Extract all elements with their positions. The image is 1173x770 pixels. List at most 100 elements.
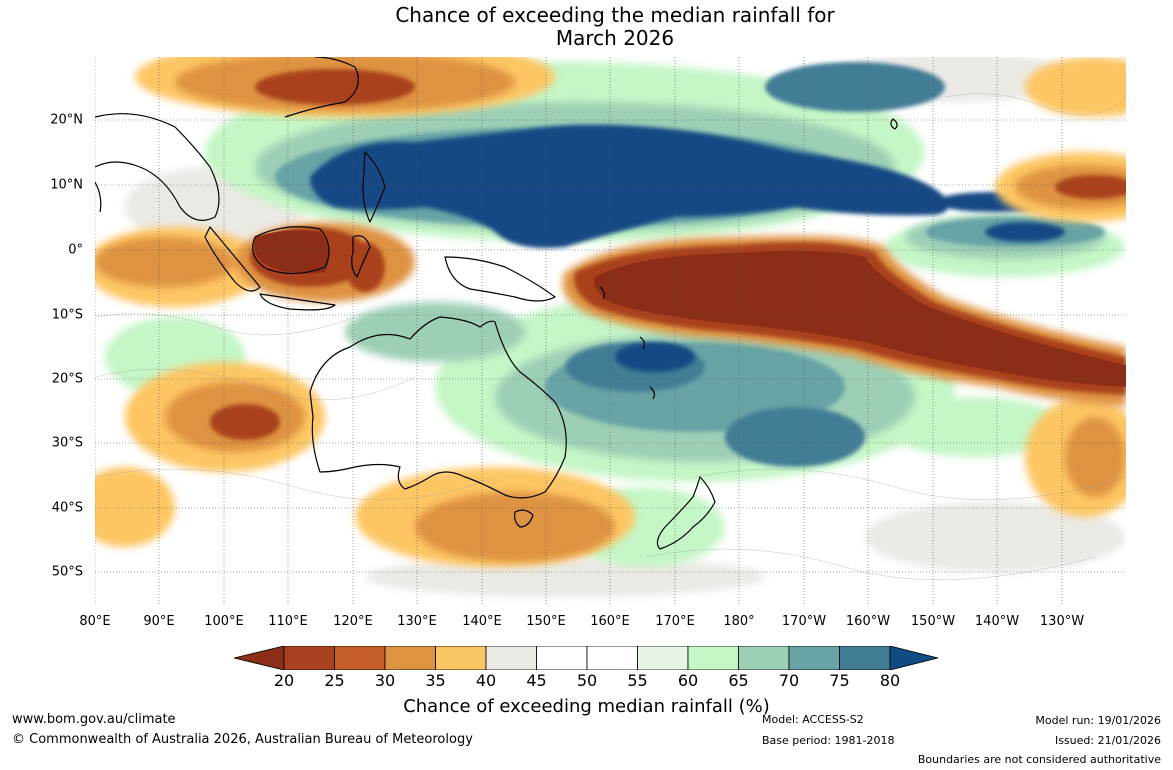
lat-label-10s: 10°S <box>51 307 83 323</box>
lat-label-0: 0° <box>68 242 83 258</box>
wet-halo-south-pacific <box>885 397 1065 457</box>
colorbar-tick-25: 25 <box>324 671 345 690</box>
dry-high-indian <box>210 404 280 440</box>
sumatra-coastline <box>204 226 261 292</box>
colorbar-segment-30-35 <box>384 645 436 671</box>
new-guinea-coastline <box>444 256 556 302</box>
colorbar-segment-55-60 <box>637 645 689 671</box>
hawaii-coastline <box>890 118 898 130</box>
contour-lines <box>95 93 1126 581</box>
lon-label-170w: 170°W <box>781 614 827 629</box>
lon-label-100e: 100°E <box>204 614 244 629</box>
rainfall-map-svg <box>95 57 1126 605</box>
lon-label-80e: 80°E <box>79 614 111 629</box>
wet-veryhigh-south-pacific <box>725 407 865 467</box>
dry-extreme-borneo <box>254 230 329 274</box>
lon-label-130e: 130°E <box>397 614 437 629</box>
asia-mainland-coastline <box>95 113 220 221</box>
colorbar-svg <box>233 645 939 671</box>
coastlines <box>95 57 898 550</box>
australia-coastline <box>309 316 567 499</box>
lat-label-40s: 40°S <box>51 500 83 516</box>
wet-extreme-warm-pool <box>310 124 949 248</box>
dry-extreme-zones <box>254 230 1126 387</box>
colorbar-tick-40: 40 <box>475 671 497 690</box>
lat-label-10n: 10°N <box>50 177 83 193</box>
graticule <box>95 57 1126 605</box>
lon-label-150w: 150°W <box>910 614 956 629</box>
lat-label-20n: 20°N <box>50 112 83 128</box>
java-coastline <box>259 293 336 311</box>
colorbar-tick-65: 65 <box>728 671 749 690</box>
dry-mid-southeast <box>1065 417 1125 497</box>
footer-base-period: Base period: 1981-2018 <box>762 734 895 747</box>
dry-high-sulawesi <box>345 242 385 292</box>
colorbar-segment-75-80 <box>839 645 891 671</box>
title-line-1: Chance of exceeding the median rainfall … <box>395 3 835 27</box>
colorbar-segment-40-45 <box>485 645 537 671</box>
contour-6 <box>944 93 1126 116</box>
colorbar-tick-70: 70 <box>778 671 800 690</box>
footer-model: Model: ACCESS-S2 <box>762 713 864 726</box>
lat-label-20s: 20°S <box>51 371 83 387</box>
neutral-area-2 <box>365 557 765 597</box>
lon-label-140e: 140°E <box>462 614 502 629</box>
footer-copyright: © Commonwealth of Australia 2026, Austra… <box>12 732 473 747</box>
colorbar-tick-35: 35 <box>425 671 446 690</box>
pacific-islands-coastline <box>599 286 656 400</box>
colorbar <box>233 645 940 671</box>
dry-high-china <box>255 69 415 105</box>
wet-extreme-east <box>985 222 1065 242</box>
philippines-coastline <box>362 151 386 223</box>
dry-mid-southern-ocean <box>415 492 615 562</box>
footer-model-run: Model run: 19/01/2026 <box>1035 714 1161 727</box>
dry-halo-northeast <box>1025 57 1126 117</box>
sri-lanka-coastline <box>95 181 102 213</box>
lon-label-160w: 160°W <box>845 614 891 629</box>
chart-title: Chance of exceeding the median rainfall … <box>0 4 1173 50</box>
colorbar-tick-20: 20 <box>273 671 295 690</box>
lat-label-30s: 30°S <box>51 435 83 451</box>
rainfall-map <box>95 57 1126 605</box>
neutral-area-3 <box>865 502 1125 572</box>
footer-disclaimer: Boundaries are not considered authoritat… <box>917 753 1161 766</box>
colorbar-tick-45: 45 <box>526 671 547 690</box>
colorbar-tick-80: 80 <box>879 671 901 690</box>
colorbar-segment-50-55 <box>586 645 638 671</box>
colorbar-segment-25-30 <box>334 645 386 671</box>
contour-4 <box>644 548 1096 581</box>
colorbar-segment-60-65 <box>687 645 739 671</box>
dry-extreme-spcz <box>594 250 1126 387</box>
colorbar-segment-35-40 <box>435 645 487 671</box>
lon-label-130w: 130°W <box>1039 614 1085 629</box>
colorbar-segment-65-70 <box>738 645 790 671</box>
lat-label-50s: 50°S <box>51 564 83 580</box>
contour-2 <box>95 468 496 501</box>
contour-3 <box>694 468 1126 501</box>
colorbar-tick-60: 60 <box>677 671 699 690</box>
wet-veryhigh-north <box>765 62 945 112</box>
colorbar-tick-55: 55 <box>627 671 648 690</box>
new-zealand-coastline <box>656 476 716 550</box>
lon-label-140w: 140°W <box>974 614 1020 629</box>
dry-mid-indian-eq <box>95 237 235 287</box>
colorbar-tick-50: 50 <box>576 671 598 690</box>
lon-label-120e: 120°E <box>333 614 373 629</box>
lon-label-110e: 110°E <box>268 614 308 629</box>
lon-label-160e: 160°E <box>590 614 630 629</box>
footer-url: www.bom.gov.au/climate <box>12 712 176 727</box>
wet-extreme-coral <box>615 342 695 372</box>
china-coast <box>284 57 359 118</box>
contour-1 <box>95 368 416 401</box>
borneo-coastline <box>252 226 330 275</box>
contour-5 <box>95 313 356 336</box>
colorbar-under-arrow <box>233 645 285 671</box>
colorbar-tick-75: 75 <box>829 671 850 690</box>
colorbar-tick-30: 30 <box>374 671 396 690</box>
dry-high-east-pacific <box>1055 175 1126 199</box>
colorbar-label: Chance of exceeding median rainfall (%) <box>403 696 770 717</box>
lon-label-180: 180° <box>723 614 755 629</box>
colorbar-segment-20-25 <box>283 645 335 671</box>
lon-label-150e: 150°E <box>526 614 566 629</box>
colorbar-segment-45-50 <box>536 645 588 671</box>
